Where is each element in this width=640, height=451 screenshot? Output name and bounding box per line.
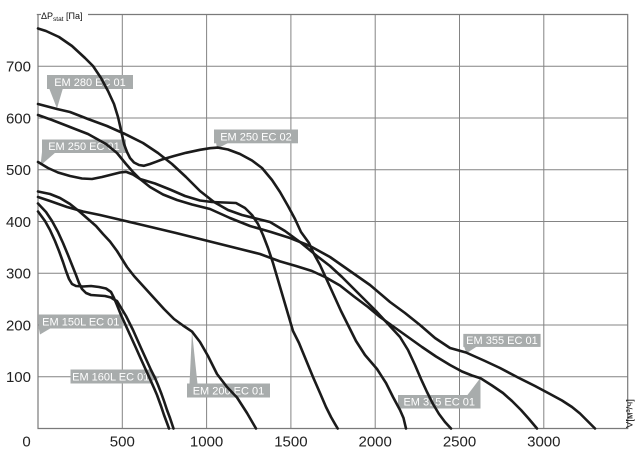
svg-text:EM 250 EC 02: EM 250 EC 02 — [220, 131, 292, 143]
svg-text:1000: 1000 — [190, 434, 223, 451]
svg-text:700: 700 — [6, 59, 31, 76]
svg-text:EM 355 EC 01: EM 355 EC 01 — [466, 335, 538, 347]
svg-text:EM 315 EC 01: EM 315 EC 01 — [403, 397, 475, 409]
svg-text:ΔPstat [Па]: ΔPstat [Па] — [41, 11, 82, 23]
svg-text:EM 250 EC 01: EM 250 EC 01 — [48, 141, 120, 153]
svg-text:300: 300 — [6, 266, 31, 283]
svg-text:2000: 2000 — [359, 434, 392, 451]
svg-text:EM 150L EC 01: EM 150L EC 01 — [42, 317, 119, 329]
svg-text:500: 500 — [6, 162, 31, 179]
svg-text:600: 600 — [6, 110, 31, 127]
svg-text:400: 400 — [6, 214, 31, 231]
svg-text:100: 100 — [6, 369, 31, 386]
svg-text:EM 200 EC 01: EM 200 EC 01 — [193, 386, 265, 398]
svg-text:500: 500 — [110, 434, 135, 451]
svg-text:EM 160L EC 01: EM 160L EC 01 — [72, 372, 149, 384]
svg-text:EM 280 EC 01: EM 280 EC 01 — [54, 77, 126, 89]
svg-text:3000: 3000 — [527, 434, 560, 451]
svg-text:V[м³/ч]: V[м³/ч] — [625, 399, 636, 428]
svg-text:2500: 2500 — [443, 434, 476, 451]
svg-text:1500: 1500 — [274, 434, 307, 451]
svg-text:200: 200 — [6, 317, 31, 334]
svg-text:0: 0 — [22, 434, 30, 451]
